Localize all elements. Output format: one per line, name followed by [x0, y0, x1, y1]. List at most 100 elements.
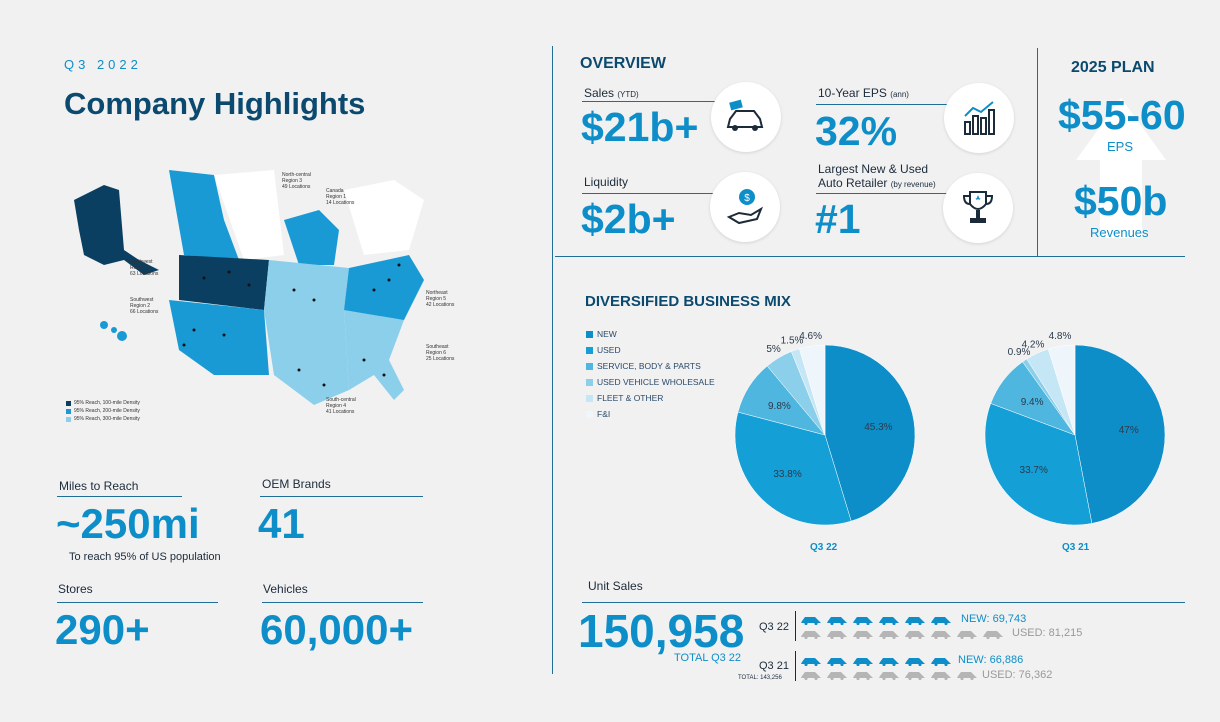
cars-q321-new: [800, 653, 956, 671]
map-region-label: Southeast Region 6 25 Locations: [426, 344, 455, 362]
legend-item: F&I: [586, 406, 715, 422]
legend-item: SERVICE, BODY & PARTS: [586, 358, 715, 374]
legend-item: USED VEHICLE WHOLESALE: [586, 374, 715, 390]
car-icon: [982, 626, 1008, 643]
liquidity-value: $2b+: [581, 196, 676, 242]
pie-chart-q321: 47% 33.7% 9.4% 0.9%4.2% 4.8%: [984, 331, 1166, 526]
pie-slice: [984, 403, 1093, 526]
car-icon: [852, 667, 878, 684]
car-icon: [826, 626, 852, 643]
legend-item: NEW: [586, 326, 715, 342]
cars-q322-new: [800, 612, 956, 630]
plan-revenue-label: Revenues: [1090, 225, 1149, 240]
q322-used: USED: 81,215: [1012, 627, 1083, 639]
retailer-value: #1: [815, 196, 861, 242]
map-region-label: North-central Region 3 49 Locations: [282, 172, 311, 190]
map-region-label: Canada Region 1 14 Locations: [326, 188, 355, 206]
car-icon: [826, 612, 852, 629]
map-region-label: Northwest Region 1 63 Locations: [130, 259, 159, 277]
bar-chart-growth-icon: [944, 83, 1014, 153]
plan-title: 2025 PLAN: [1071, 59, 1155, 76]
cars-q322-used: [800, 626, 1008, 644]
hand-money-icon: $: [710, 172, 780, 242]
pie-data-label: 33.7%: [1020, 465, 1048, 476]
eps-value: 32%: [815, 108, 898, 154]
map-legend: 95% Reach, 100-mile Density 95% Reach, 2…: [66, 399, 140, 423]
business-mix-title: DIVERSIFIED BUSINESS MIX: [585, 293, 791, 310]
vehicles-value: 60,000+: [260, 606, 413, 653]
pie-slice: [799, 344, 826, 436]
cars-q321-used: [800, 667, 982, 685]
car-sales-icon: [711, 82, 781, 152]
overview-title: OVERVIEW: [580, 55, 666, 72]
liquidity-label: Liquidity: [584, 175, 629, 189]
retailer-label: Largest New & Used Auto Retailer (by rev…: [818, 162, 936, 190]
car-icon: [852, 653, 878, 670]
period-label: Q3 2022: [64, 57, 142, 72]
car-icon: [852, 612, 878, 629]
miles-value: ~250mi: [56, 500, 200, 547]
q322-label: Q3 22: [759, 621, 789, 633]
business-mix-legend: NEW USED SERVICE, BODY & PARTS USED VEHI…: [586, 326, 715, 422]
pie-data-label: 9.4%: [1021, 397, 1044, 408]
sales-value: $21b+: [581, 104, 699, 150]
pie-data-label: 4.8%: [1049, 331, 1072, 342]
q321-label: Q3 21: [759, 660, 789, 672]
car-icon: [878, 653, 904, 670]
car-icon: [800, 612, 826, 629]
pie-title-q322: Q3 22: [810, 542, 838, 553]
pie-data-label: 5%: [766, 344, 781, 355]
car-icon: [878, 612, 904, 629]
pie-slice: [734, 411, 852, 526]
car-icon: [826, 667, 852, 684]
pie-data-label: 9.8%: [768, 401, 791, 412]
car-icon: [904, 612, 930, 629]
up-arrow-icon: [1076, 98, 1166, 238]
pie-chart-q322: 45.3% 33.8% 9.8% 5%1.5%4.6%: [734, 331, 916, 526]
pie-data-label: 45.3%: [864, 422, 892, 433]
sales-label: Sales (YTD): [584, 86, 639, 100]
car-icon: [904, 626, 930, 643]
stores-value: 290+: [55, 606, 150, 653]
car-icon: [800, 626, 826, 643]
car-icon: [878, 667, 904, 684]
pie-data-label: 4.2%: [1022, 339, 1045, 350]
pie-slice: [1047, 344, 1076, 436]
car-icon: [904, 653, 930, 670]
page-title: Company Highlights: [64, 86, 366, 121]
map-graphic: [74, 170, 424, 405]
map-region-label: Southwest Region 2 66 Locations: [130, 297, 159, 315]
unit-sales-title: Unit Sales: [588, 579, 643, 593]
car-icon: [930, 626, 956, 643]
car-icon: [930, 653, 956, 670]
pie-data-label: 33.8%: [773, 469, 801, 480]
car-icon: [930, 667, 956, 684]
us-regions-map: North-central Region 3 49 Locations Canada…: [64, 160, 464, 430]
pie-title-q321: Q3 21: [1062, 542, 1090, 553]
pie-slice: [1074, 344, 1166, 524]
q321-used: USED: 76,362: [982, 669, 1053, 681]
car-icon: [800, 667, 826, 684]
map-region-label: Northeast Region 5 42 Locations: [426, 290, 455, 308]
legend-item: FLEET & OTHER: [586, 390, 715, 406]
oem-value: 41: [258, 500, 305, 547]
car-icon: [826, 653, 852, 670]
unit-sales-total-label: TOTAL Q3 22: [674, 652, 742, 664]
miles-note: To reach 95% of US population: [69, 551, 221, 563]
legend-item: USED: [586, 342, 715, 358]
plan-revenue-value: $50b: [1074, 178, 1168, 224]
oem-label: OEM Brands: [262, 477, 331, 491]
svg-text:$: $: [744, 193, 750, 204]
eps-label: 10-Year EPS (ann): [818, 86, 909, 100]
q322-new: NEW: 69,743: [961, 613, 1027, 625]
car-icon: [852, 626, 878, 643]
trophy-icon: [943, 173, 1013, 243]
car-icon: [904, 667, 930, 684]
q321-total: TOTAL: 143,256: [738, 675, 782, 681]
car-icon: [930, 612, 956, 629]
plan-eps-label: EPS: [1107, 139, 1134, 154]
pie-data-label: 4.6%: [799, 331, 822, 342]
miles-label: Miles to Reach: [59, 479, 139, 493]
pie-data-label: 0.9%: [1008, 347, 1031, 358]
pie-slice: [824, 344, 916, 522]
